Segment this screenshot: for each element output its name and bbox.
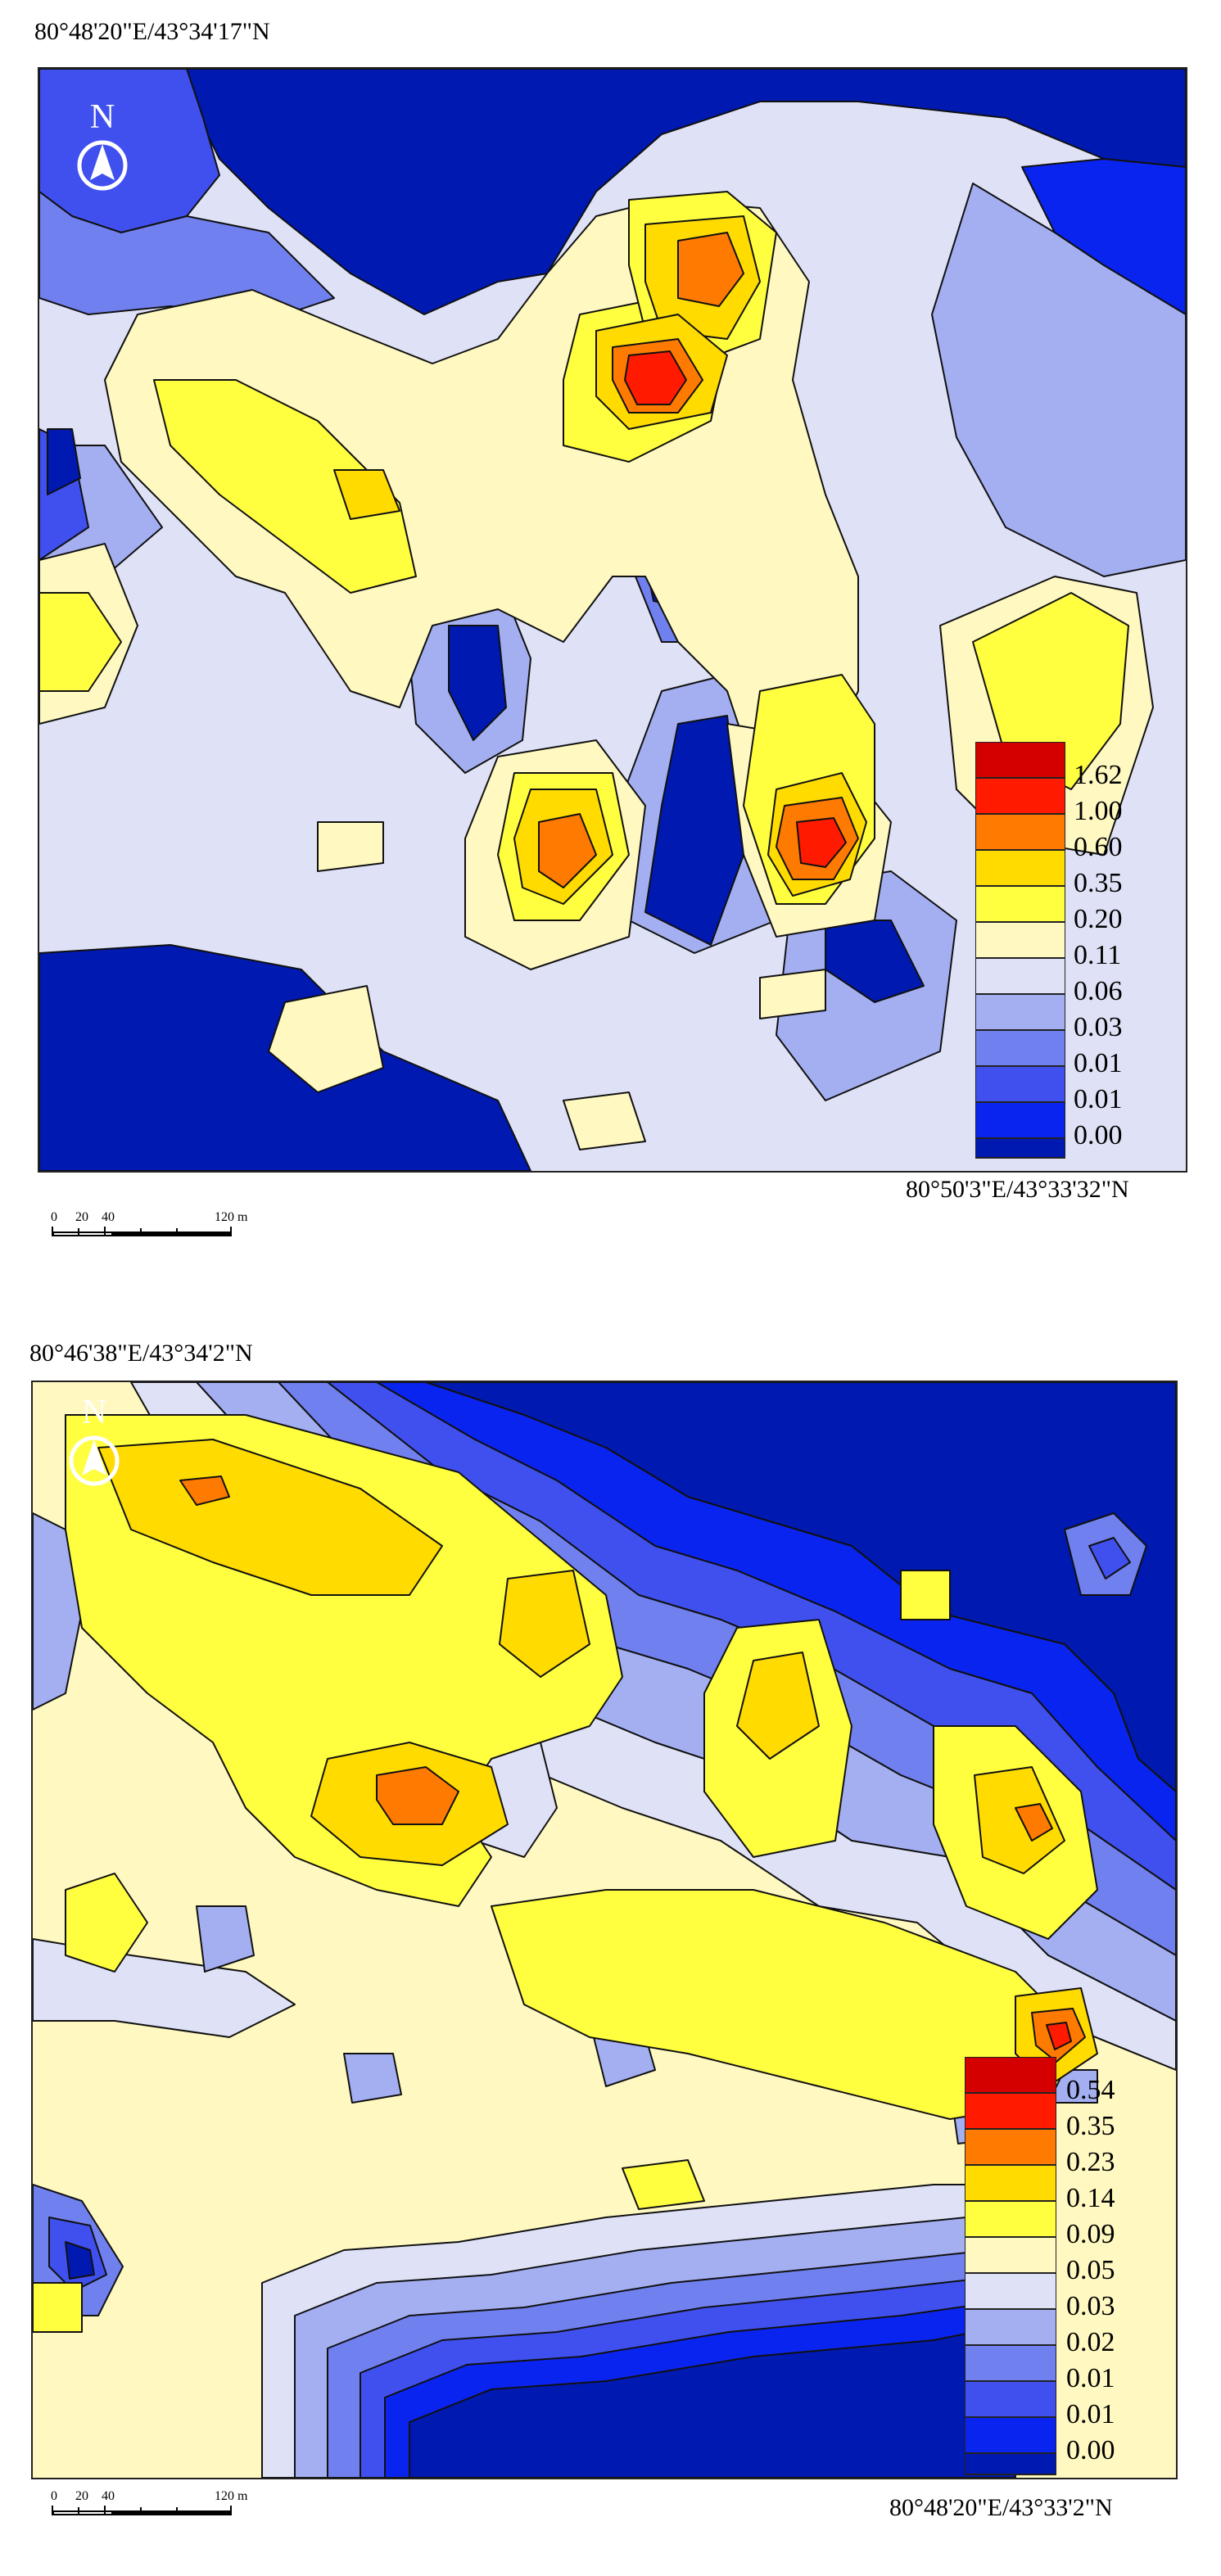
map2-legend-label: 0.23 [1066,2147,1115,2177]
scale-label: 40 [102,2489,115,2503]
scale-label: 40 [102,1210,115,1224]
scale-label: 20 [75,1210,88,1224]
map1-legend-label: 0.11 [1074,940,1122,970]
map2-contour-panel: N 0.54 0.35 0.23 0.14 [31,1381,1178,2479]
map2-bottom-right-coord: 80°48'20"E/43°33'2"N [889,2494,1113,2521]
map1-legend: 1.62 1.00 0.60 0.35 0.20 0.11 0.06 0.03 … [975,742,1180,1159]
map2-legend-label: 0.01 [1066,2399,1115,2429]
map1-scale-bar: 0 20 40 120 m [51,1210,247,1251]
map2-north-arrow: N [41,1389,147,1495]
map1-legend-label: 1.00 [1074,796,1123,826]
map1-legend-label: 0.35 [1074,868,1123,898]
map1-legend-label: 0.03 [1074,1012,1123,1042]
map2-legend-label: 0.03 [1066,2291,1115,2321]
map1-north-label: N [90,98,115,136]
map1-north-arrow: N [49,93,156,200]
compass-circle-icon [77,140,128,191]
scale-label: 0 [51,1210,57,1224]
map2-legend-label: 0.54 [1066,2075,1115,2105]
map2-legend-label: 0.14 [1066,2183,1115,2213]
map2-legend-label: 0.35 [1066,2111,1115,2141]
map1-top-left-coord: 80°48'20"E/43°34'17"N [34,18,270,45]
map2-legend-label: 0.09 [1066,2219,1115,2249]
map2-legend-label: 0.00 [1066,2435,1115,2465]
map1-legend-label: 0.01 [1074,1048,1123,1078]
map1-legend-label: 0.20 [1074,904,1123,934]
map1-legend-label: 0.01 [1074,1084,1123,1114]
compass-circle-icon [69,1435,120,1486]
north-arrow-icon [90,144,115,180]
map2-legend-label: 0.01 [1066,2363,1115,2393]
map1-legend-label: 0.60 [1074,832,1123,862]
scale-label: 0 [51,2489,57,2503]
map1-legend-label: 0.00 [1074,1120,1123,1150]
map2-legend: 0.54 0.35 0.23 0.14 0.09 0.05 0.03 0.02 … [965,2057,1174,2475]
map1-bottom-right-coord: 80°50'3"E/43°33'32"N [906,1176,1129,1203]
north-arrow-icon [82,1439,106,1476]
scale-label: 20 [75,2489,88,2503]
map2-legend-label: 0.05 [1066,2255,1115,2285]
map2-north-label: N [82,1394,106,1431]
map1-legend-label: 0.06 [1074,976,1123,1006]
scale-label: 120 m [215,1210,248,1224]
map2-top-left-coord: 80°46'38"E/43°34'2"N [29,1340,253,1367]
map1-contour-panel: N 1.62 1.00 0.60 0.35 [38,67,1187,1173]
map1-legend-label: 1.62 [1074,760,1123,790]
scale-label: 120 m [215,2489,248,2503]
map2-scale-bar: 0 20 40 120 m [51,2489,247,2530]
map2-legend-label: 0.02 [1066,2327,1115,2357]
